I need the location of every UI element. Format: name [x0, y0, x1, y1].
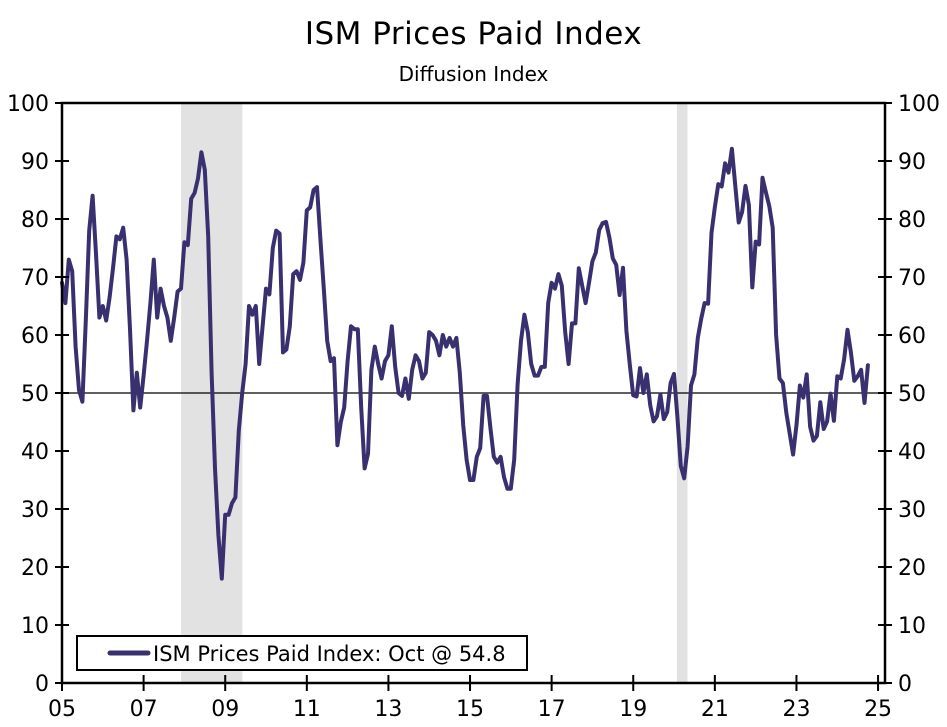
y-axis-label-left: 90	[21, 150, 49, 175]
y-axis-label-left: 30	[21, 498, 49, 523]
y-axis-label-right: 10	[898, 614, 926, 639]
y-axis-label-right: 70	[898, 266, 926, 291]
data-line	[60, 146, 870, 581]
legend-label: ISM Prices Paid Index: Oct @ 54.8	[153, 642, 506, 666]
x-axis-label: 19	[619, 697, 647, 722]
y-axis-label-left: 0	[35, 672, 49, 697]
y-axis-label-left: 20	[21, 556, 49, 581]
y-axis-label-left: 70	[21, 266, 49, 291]
x-axis-label: 09	[211, 697, 239, 722]
chart-title: ISM Prices Paid Index	[304, 16, 643, 52]
y-axis-label-right: 30	[898, 498, 926, 523]
x-axis-label: 23	[782, 697, 810, 722]
y-axis-label-right: 90	[898, 150, 926, 175]
y-axis-label-right: 0	[898, 672, 912, 697]
x-axis-label: 13	[374, 697, 402, 722]
chart-subtitle: Diffusion Index	[398, 62, 549, 86]
y-axis-label-right: 50	[898, 382, 926, 407]
legend-box	[76, 635, 528, 671]
y-axis-label-right: 60	[898, 324, 926, 349]
y-axis-label-left: 80	[21, 208, 49, 233]
y-axis-label-right: 100	[898, 92, 940, 117]
x-axis-label: 11	[293, 697, 321, 722]
x-axis-label: 21	[701, 697, 729, 722]
y-axis-label-left: 10	[21, 614, 49, 639]
y-axis-label-right: 40	[898, 440, 926, 465]
y-axis-label-left: 60	[21, 324, 49, 349]
y-axis-label-right: 20	[898, 556, 926, 581]
x-axis-label: 25	[864, 697, 892, 722]
x-axis-label: 05	[48, 697, 76, 722]
legend: ISM Prices Paid Index: Oct @ 54.8	[76, 635, 528, 671]
y-axis-label-right: 80	[898, 208, 926, 233]
y-axis-label-left: 100	[7, 92, 49, 117]
x-axis-label: 07	[130, 697, 158, 722]
x-axis-label: 17	[538, 697, 566, 722]
x-axis-label: 15	[456, 697, 484, 722]
y-axis-label-left: 50	[21, 382, 49, 407]
y-axis-label-left: 40	[21, 440, 49, 465]
